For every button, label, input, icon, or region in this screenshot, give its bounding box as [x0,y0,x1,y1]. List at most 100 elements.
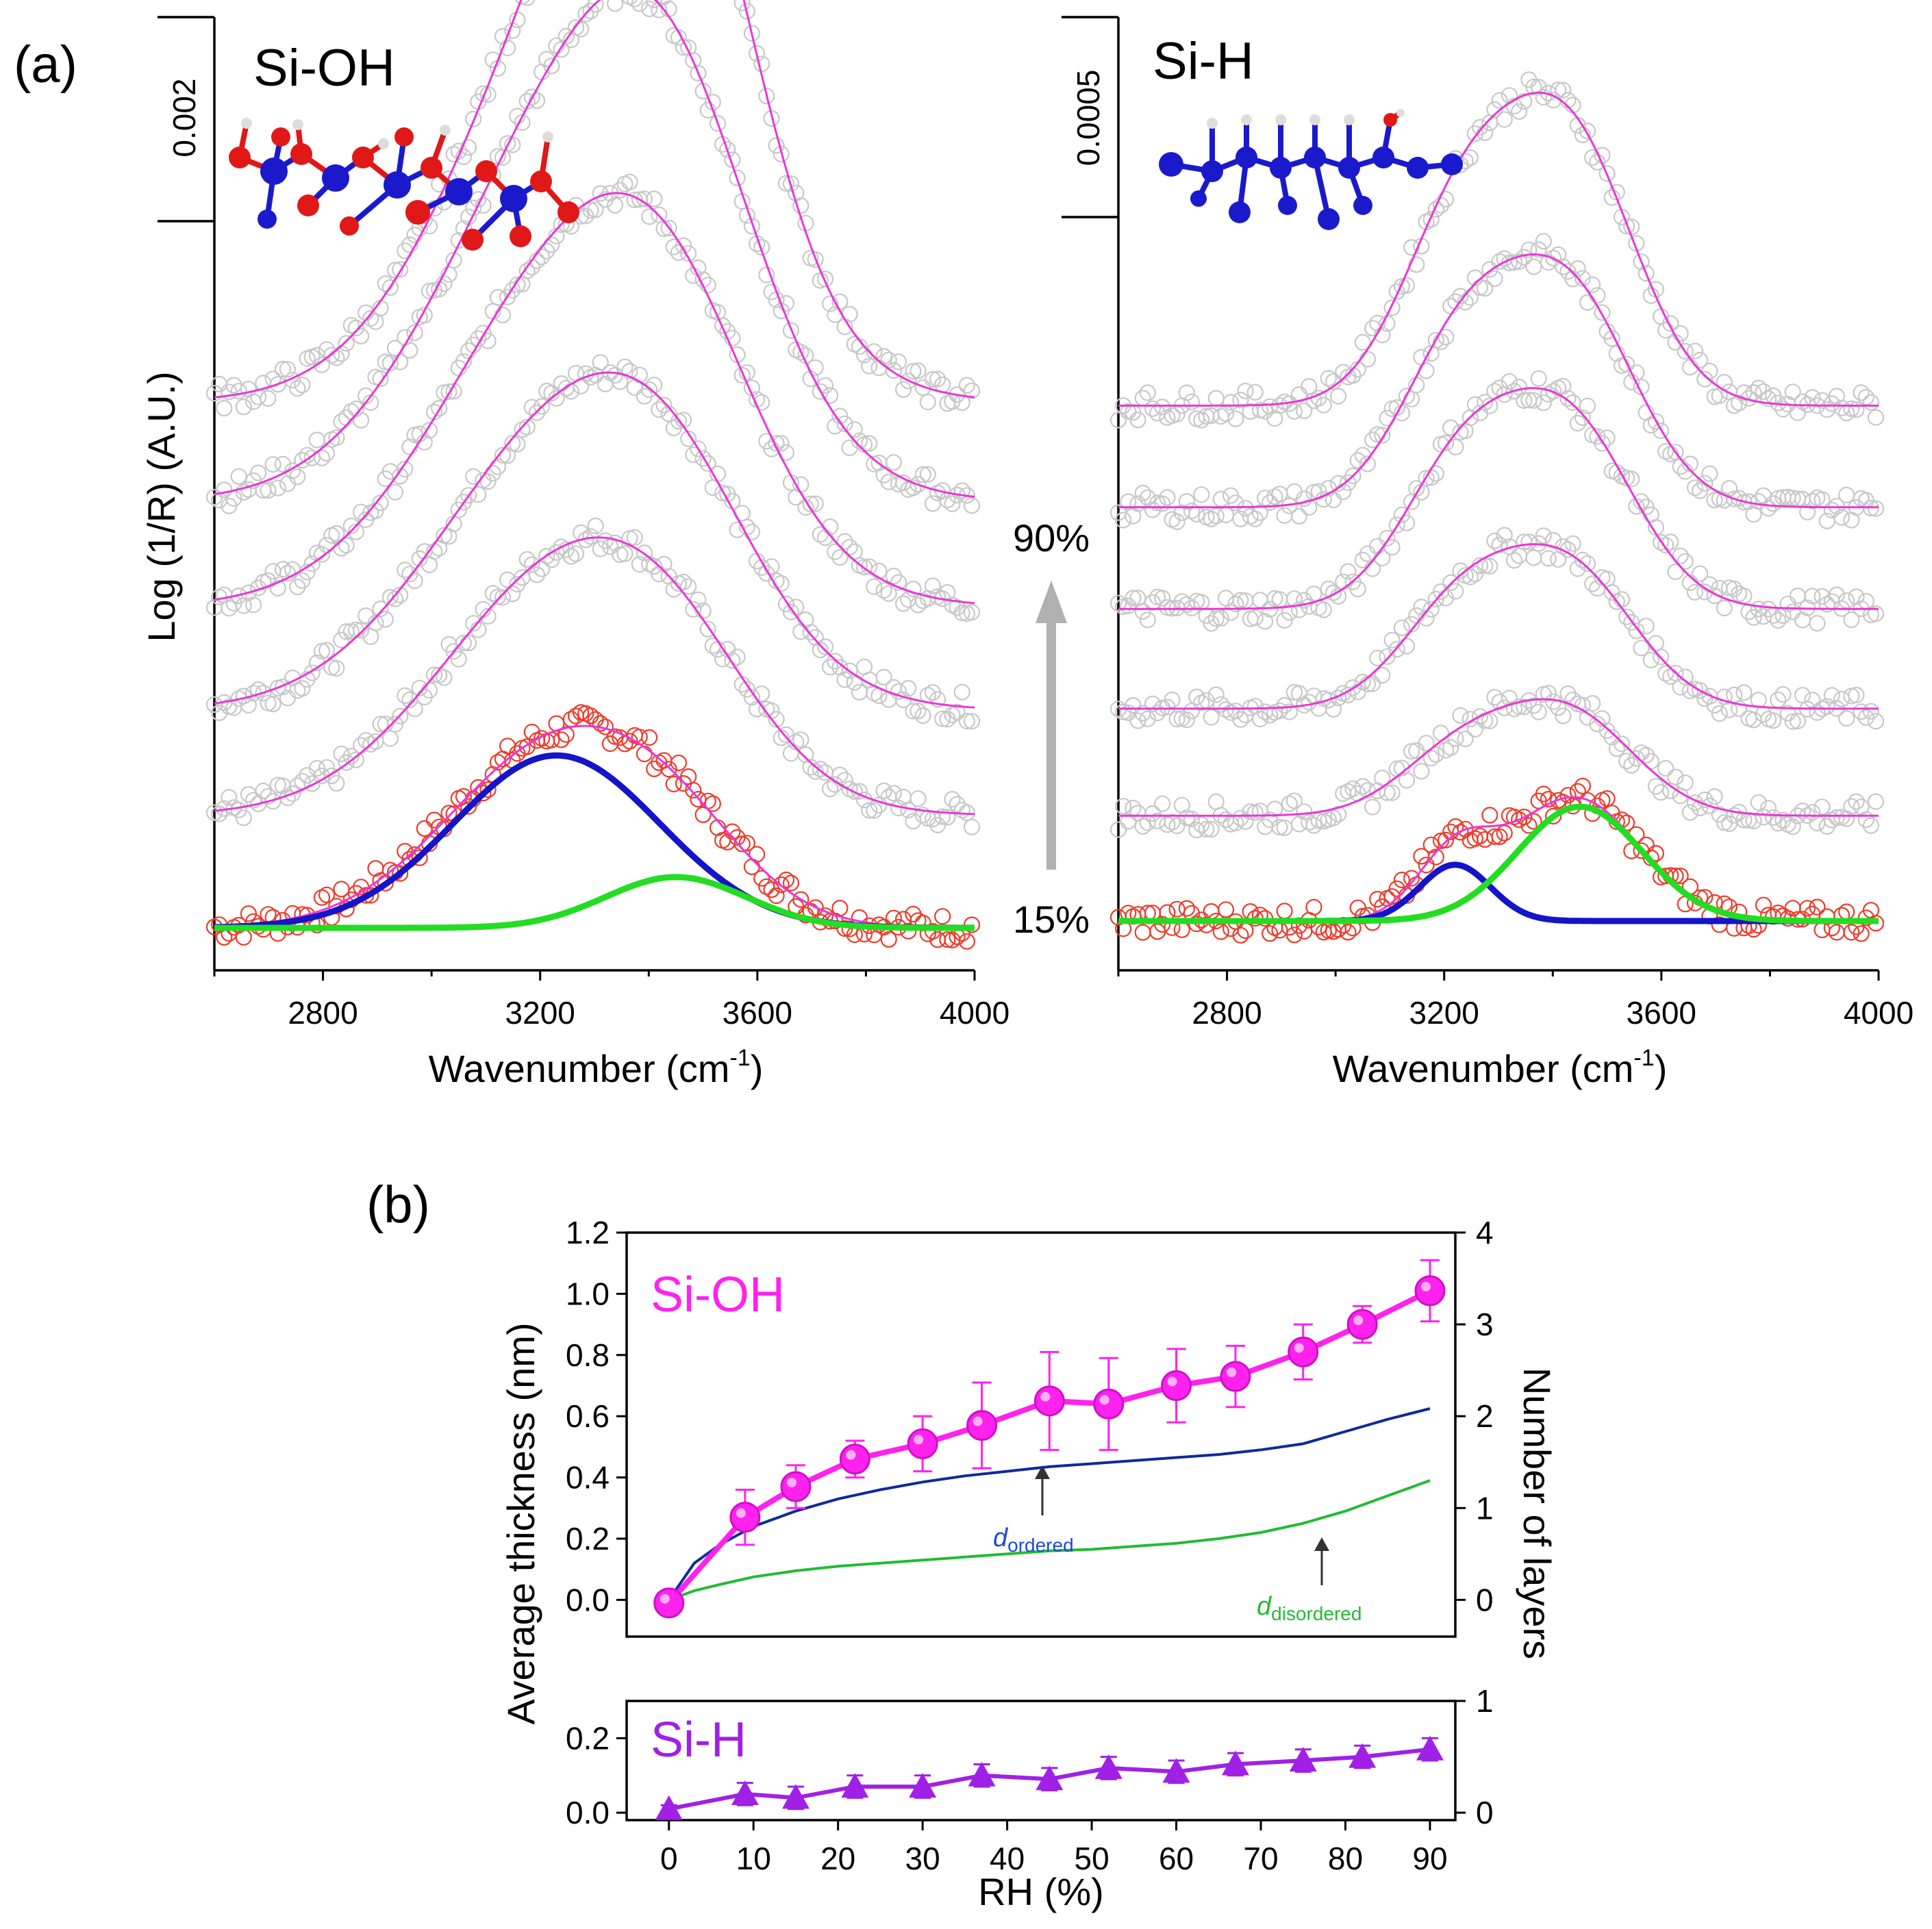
data-point [1569,783,1586,800]
data-point [914,466,931,483]
data-point [1535,785,1552,803]
data-point [1427,746,1444,763]
y2-tick-label: 4 [1476,1215,1494,1250]
data-point [392,865,409,882]
y2-tick-label: 2 [1476,1398,1494,1434]
data-point [1818,698,1835,715]
data-point [1638,618,1655,635]
data-point [1416,1735,1444,1761]
atom [1270,157,1292,179]
data-point [1491,828,1508,846]
data-point [318,886,336,903]
data-point [606,197,624,214]
data-point [1618,753,1635,770]
data-point [1735,588,1753,605]
data-point [597,191,614,208]
data-point [1584,575,1601,592]
data-point [1388,516,1405,533]
data-point [1525,78,1542,96]
data-point [518,418,536,436]
data-point [221,789,238,806]
x-tick-label: 4000 [940,995,1009,1031]
data-point [1447,438,1464,456]
data-point [1559,390,1577,407]
data-point [733,835,751,853]
atom [500,185,527,212]
data-point [1320,370,1337,387]
data-point [1359,781,1377,799]
data-point [1461,289,1479,306]
data-point [1867,713,1885,730]
data-point [709,115,727,132]
data-point [313,449,331,466]
data-point [1232,926,1249,944]
data-point [1633,253,1650,270]
atom [260,157,288,185]
data-point [1161,1370,1192,1401]
x-tick-label: 3200 [505,995,575,1031]
data-point [914,379,931,396]
data-point [1134,818,1151,835]
data-point [875,348,892,365]
data-point [1726,807,1743,824]
data-point [836,415,853,432]
data-point [1129,412,1146,429]
data-point [1276,903,1293,920]
data-point [1677,553,1694,570]
data-point [1285,403,1303,420]
data-point [313,546,331,563]
data-point [1559,685,1577,703]
data-point [607,0,624,12]
data-point [1301,499,1318,516]
data-point [1262,398,1279,415]
data-point [1125,590,1142,607]
chart-title-si-h: Si-H [1153,32,1254,90]
data-point [807,899,824,916]
data-point [347,751,365,768]
data-point [1168,513,1185,531]
data-point [1681,804,1698,821]
data-point [1256,613,1274,630]
data-point [460,139,477,156]
data-point [1760,390,1777,407]
data-point [260,481,277,499]
data-point [1359,351,1377,368]
data-point [1828,388,1845,405]
data-point [905,703,922,720]
atom [340,216,359,236]
data-point [1285,792,1303,809]
data-point [1369,314,1386,331]
atom [1383,113,1397,127]
data-point [1804,588,1821,605]
data-point-highlight [1226,1367,1236,1378]
data-point [753,870,770,887]
data-point [1471,118,1489,136]
data-point [1735,684,1753,701]
data-point [1262,494,1279,512]
data-point [1711,705,1728,722]
data-point [372,370,389,388]
data-point [342,517,360,535]
data-point [1154,590,1171,607]
data-point [953,482,970,499]
x-tick-label: 60 [1159,1841,1194,1876]
data-point [1579,123,1596,140]
data-point [1325,492,1342,509]
data-point [1315,601,1332,618]
data-point [1862,394,1879,411]
data-point [597,532,614,549]
data-point [1804,804,1821,821]
data-point [890,353,907,370]
data-point [1618,218,1635,235]
data-point [509,276,526,293]
data-point [431,399,448,417]
data-point-highlight [786,1477,796,1487]
data-point [592,715,609,732]
data-point [626,191,643,208]
data-point [812,760,829,778]
data-point [1134,484,1151,502]
data-point [1383,539,1401,556]
atom [1441,153,1463,175]
data-point [1290,601,1308,618]
data-point [953,604,970,622]
